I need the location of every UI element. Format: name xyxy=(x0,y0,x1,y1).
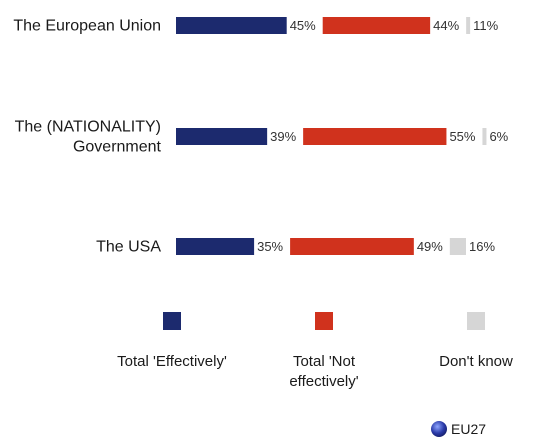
data-label: 39% xyxy=(270,129,296,144)
legend-swatch-total-not-effectively xyxy=(315,312,333,330)
bar-total-not-effectively xyxy=(322,17,431,34)
bar-total-effectively xyxy=(176,238,255,255)
data-label: 44% xyxy=(433,18,459,33)
bar-total-not-effectively xyxy=(303,128,447,145)
legend-label: Total 'Not xyxy=(293,353,356,370)
legend-label: Total 'Effectively' xyxy=(117,353,227,370)
bar-don-t-know xyxy=(466,17,471,34)
legend: Total 'Effectively' Total 'Not effectively… xyxy=(117,312,513,390)
data-label: 45% xyxy=(290,18,316,33)
data-label: 55% xyxy=(449,129,475,144)
bar-don-t-know xyxy=(449,238,466,255)
category-label: The (NATIONALITY) xyxy=(15,119,161,136)
badge-label: EU27 xyxy=(451,421,486,437)
bar-total-effectively xyxy=(176,128,268,145)
legend-label: effectively' xyxy=(289,373,358,390)
bar-don-t-know xyxy=(482,128,487,145)
data-label: 11% xyxy=(473,18,498,33)
eu27-badge: EU27 xyxy=(431,421,486,437)
bar-total-not-effectively xyxy=(290,238,414,255)
legend-swatch-don-t-know xyxy=(467,312,485,330)
category-label: The USA xyxy=(96,239,161,256)
data-label: 35% xyxy=(257,239,283,254)
category-label: Government xyxy=(73,139,162,156)
eu-globe-icon xyxy=(431,421,447,437)
data-label: 6% xyxy=(489,129,508,144)
bars-layer: The European Union 45% 44% 11% The (NATIONAL… xyxy=(13,17,509,256)
category-label: The European Union xyxy=(13,18,161,35)
legend-label: Don't know xyxy=(439,353,513,370)
legend-swatch-total-effectively xyxy=(163,312,181,330)
data-label: 49% xyxy=(417,239,443,254)
bar-total-effectively xyxy=(176,17,287,34)
data-label: 16% xyxy=(469,239,495,254)
